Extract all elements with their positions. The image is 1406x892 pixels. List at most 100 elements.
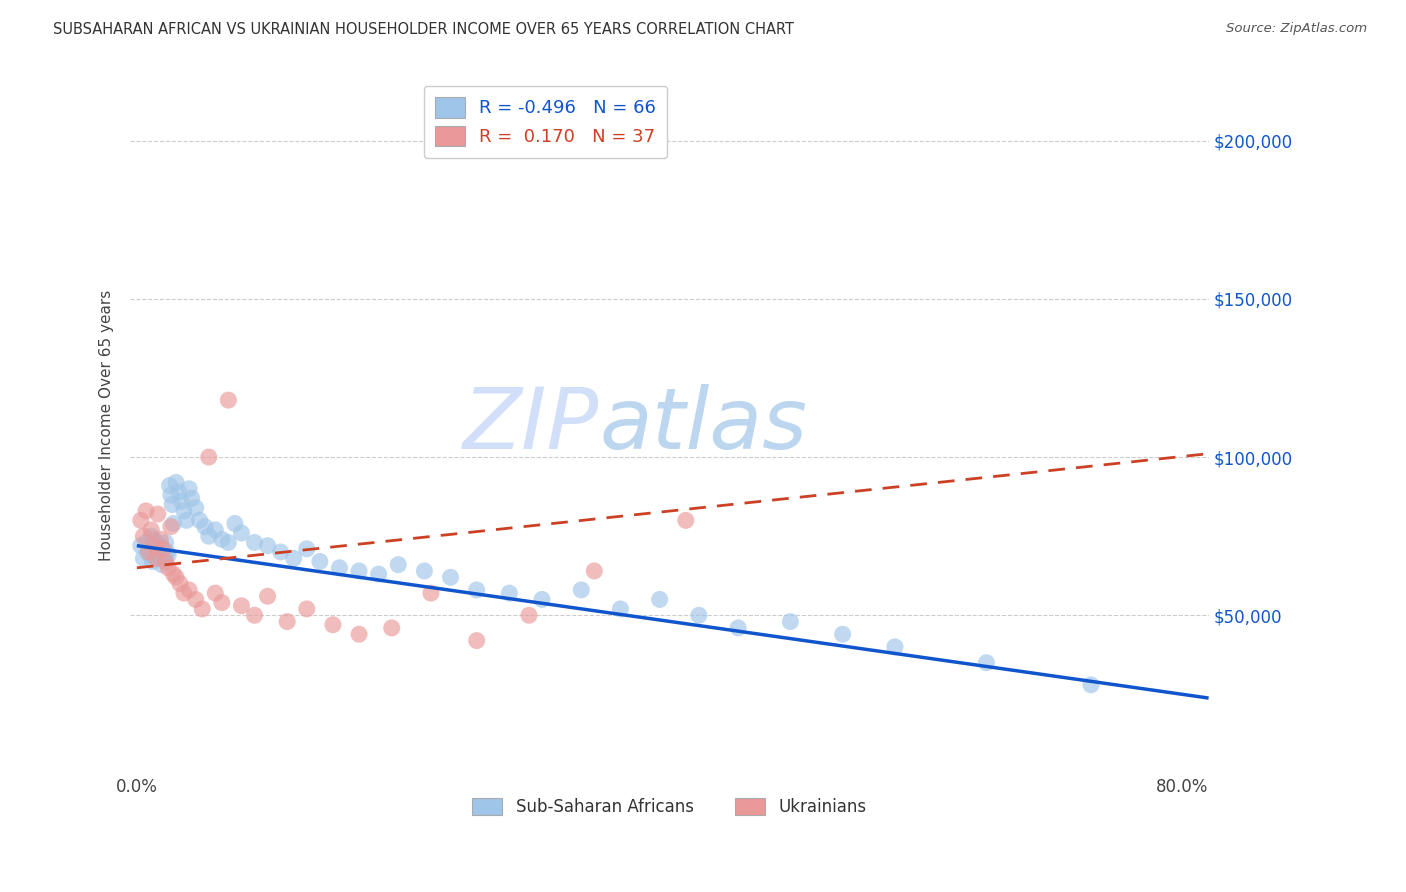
Point bbox=[169, 576, 191, 591]
Point bbox=[139, 548, 162, 562]
Point bbox=[727, 621, 749, 635]
Point bbox=[231, 599, 253, 613]
Point bbox=[583, 564, 606, 578]
Point bbox=[211, 596, 233, 610]
Point bbox=[231, 526, 253, 541]
Text: ZIP: ZIP bbox=[463, 384, 599, 467]
Point bbox=[465, 633, 488, 648]
Point bbox=[153, 551, 176, 566]
Point bbox=[295, 541, 318, 556]
Point bbox=[381, 621, 404, 635]
Point bbox=[173, 586, 195, 600]
Point bbox=[328, 561, 350, 575]
Point bbox=[367, 567, 389, 582]
Point bbox=[194, 519, 217, 533]
Point bbox=[132, 529, 155, 543]
Point bbox=[145, 551, 167, 566]
Point bbox=[138, 545, 160, 559]
Point bbox=[688, 608, 710, 623]
Point bbox=[179, 582, 201, 597]
Point bbox=[295, 602, 318, 616]
Point bbox=[155, 554, 177, 568]
Point bbox=[184, 592, 207, 607]
Point bbox=[322, 617, 344, 632]
Point bbox=[157, 548, 180, 562]
Point bbox=[141, 529, 163, 543]
Point bbox=[146, 507, 169, 521]
Point bbox=[648, 592, 671, 607]
Point bbox=[387, 558, 409, 572]
Point bbox=[155, 535, 177, 549]
Point bbox=[184, 500, 207, 515]
Point bbox=[498, 586, 520, 600]
Point bbox=[143, 541, 166, 556]
Point bbox=[159, 478, 181, 492]
Text: atlas: atlas bbox=[599, 384, 807, 467]
Point bbox=[188, 513, 211, 527]
Point bbox=[142, 533, 165, 547]
Point bbox=[149, 533, 172, 547]
Point bbox=[197, 529, 219, 543]
Point bbox=[157, 561, 180, 575]
Point bbox=[142, 539, 165, 553]
Point bbox=[152, 541, 174, 556]
Point bbox=[141, 523, 163, 537]
Point bbox=[439, 570, 461, 584]
Point bbox=[256, 539, 278, 553]
Point bbox=[976, 656, 998, 670]
Point bbox=[160, 519, 183, 533]
Point bbox=[165, 570, 187, 584]
Point bbox=[160, 498, 183, 512]
Point bbox=[831, 627, 853, 641]
Point bbox=[243, 535, 266, 549]
Point bbox=[283, 551, 305, 566]
Point bbox=[156, 545, 179, 559]
Point bbox=[276, 615, 298, 629]
Text: Source: ZipAtlas.com: Source: ZipAtlas.com bbox=[1226, 22, 1367, 36]
Point bbox=[243, 608, 266, 623]
Point bbox=[148, 539, 170, 553]
Point bbox=[224, 516, 246, 531]
Point bbox=[145, 535, 167, 549]
Point bbox=[419, 586, 441, 600]
Point bbox=[145, 548, 167, 562]
Text: SUBSAHARAN AFRICAN VS UKRAINIAN HOUSEHOLDER INCOME OVER 65 YEARS CORRELATION CHA: SUBSAHARAN AFRICAN VS UKRAINIAN HOUSEHOL… bbox=[53, 22, 794, 37]
Point bbox=[217, 393, 239, 408]
Point bbox=[217, 535, 239, 549]
Point bbox=[149, 545, 172, 559]
Point bbox=[308, 554, 330, 568]
Point bbox=[132, 551, 155, 566]
Point bbox=[413, 564, 436, 578]
Point bbox=[883, 640, 905, 654]
Point bbox=[136, 545, 159, 559]
Point bbox=[779, 615, 801, 629]
Point bbox=[167, 484, 190, 499]
Point bbox=[179, 482, 201, 496]
Point bbox=[152, 541, 174, 556]
Point bbox=[173, 504, 195, 518]
Point bbox=[141, 554, 163, 568]
Legend: Sub-Saharan Africans, Ukrainians: Sub-Saharan Africans, Ukrainians bbox=[464, 789, 875, 824]
Point bbox=[675, 513, 697, 527]
Point bbox=[129, 539, 152, 553]
Point bbox=[270, 545, 292, 559]
Point bbox=[150, 558, 173, 572]
Point bbox=[191, 602, 214, 616]
Point bbox=[129, 513, 152, 527]
Point bbox=[465, 582, 488, 597]
Point bbox=[569, 582, 592, 597]
Point bbox=[160, 488, 183, 502]
Point bbox=[204, 523, 226, 537]
Point bbox=[138, 541, 160, 556]
Point bbox=[135, 504, 157, 518]
Point bbox=[170, 494, 193, 508]
Point bbox=[347, 564, 370, 578]
Point bbox=[517, 608, 540, 623]
Point bbox=[531, 592, 554, 607]
Point bbox=[162, 516, 184, 531]
Point bbox=[146, 551, 169, 566]
Point bbox=[197, 450, 219, 464]
Y-axis label: Householder Income Over 65 years: Householder Income Over 65 years bbox=[100, 290, 114, 561]
Point bbox=[347, 627, 370, 641]
Point bbox=[256, 589, 278, 603]
